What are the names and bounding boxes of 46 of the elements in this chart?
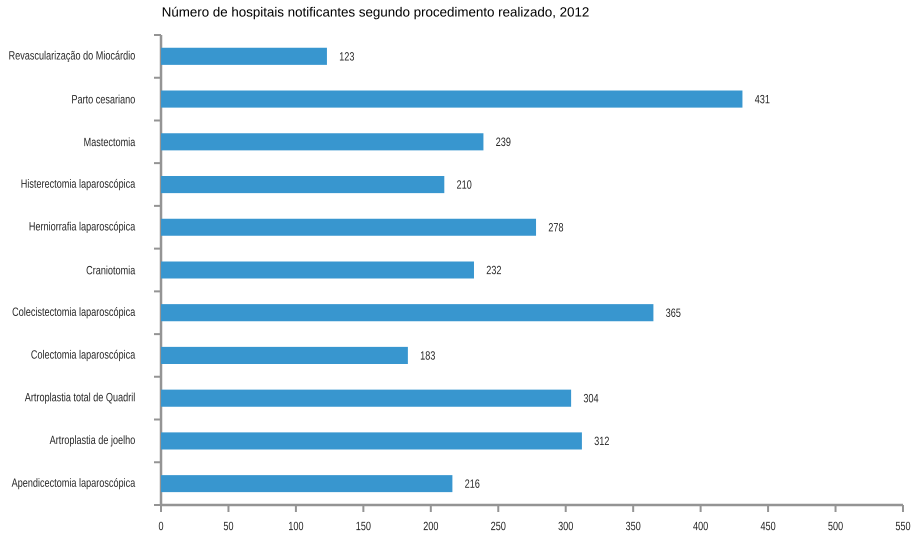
- data-label: 232: [486, 266, 502, 274]
- y-tick-label: Revascularização do Miocárdio: [9, 50, 135, 62]
- bar: [161, 90, 742, 108]
- x-tick-label: 200: [424, 522, 438, 530]
- data-label: 210: [457, 180, 472, 189]
- y-tick-label: Parto cesariano: [72, 94, 135, 104]
- bar: [161, 346, 408, 364]
- bar: [161, 48, 327, 65]
- bar: [161, 475, 452, 492]
- data-label: 304: [584, 394, 598, 402]
- data-label: 216: [465, 479, 480, 488]
- data-label: 183: [420, 351, 435, 360]
- x-tick-label: 100: [288, 522, 304, 530]
- x-tick-label: 0: [158, 522, 164, 530]
- y-tick-label: Apendicectomia laparoscópica: [12, 478, 136, 490]
- bar: [161, 133, 484, 150]
- data-label: 365: [666, 308, 681, 317]
- bar: [161, 261, 474, 279]
- bar: [161, 176, 444, 194]
- y-tick-label: Colectomia laparoscópica: [31, 350, 136, 362]
- data-label: 123: [340, 52, 354, 61]
- x-tick-label: 150: [356, 522, 371, 530]
- data-label: 278: [548, 223, 564, 232]
- y-tick-label: Histerectomia laparoscópica: [21, 178, 136, 190]
- y-tick-label: Mastectomia: [84, 137, 136, 146]
- y-tick-label: Craniotomia: [86, 266, 136, 274]
- x-tick-label: 350: [626, 522, 640, 530]
- chart-title: Número de hospitais notificantes segundo procedimento realizado, 2012: [162, 6, 589, 20]
- y-tick-label: Herniorrafia laparoscópica: [30, 222, 136, 233]
- x-tick-label: 500: [828, 522, 843, 530]
- bar: [161, 304, 654, 322]
- data-label: 312: [594, 436, 609, 446]
- bar: [161, 390, 572, 407]
- y-tick-label: Artroplastia de joelho: [50, 435, 135, 446]
- x-tick-label: 550: [896, 522, 910, 530]
- y-tick-label: Artroplastia total de Quadril: [24, 392, 135, 404]
- data-label: 431: [754, 94, 770, 104]
- data-label: 239: [496, 138, 510, 146]
- x-tick-label: 250: [491, 522, 506, 530]
- bar: [161, 432, 582, 450]
- x-tick-label: 300: [558, 522, 573, 530]
- y-tick-label: Colecistectomia laparoscópica: [12, 307, 136, 318]
- x-tick-label: 50: [224, 522, 234, 530]
- bar: [161, 218, 536, 236]
- x-tick-label: 450: [760, 522, 776, 530]
- x-tick-label: 400: [693, 522, 708, 530]
